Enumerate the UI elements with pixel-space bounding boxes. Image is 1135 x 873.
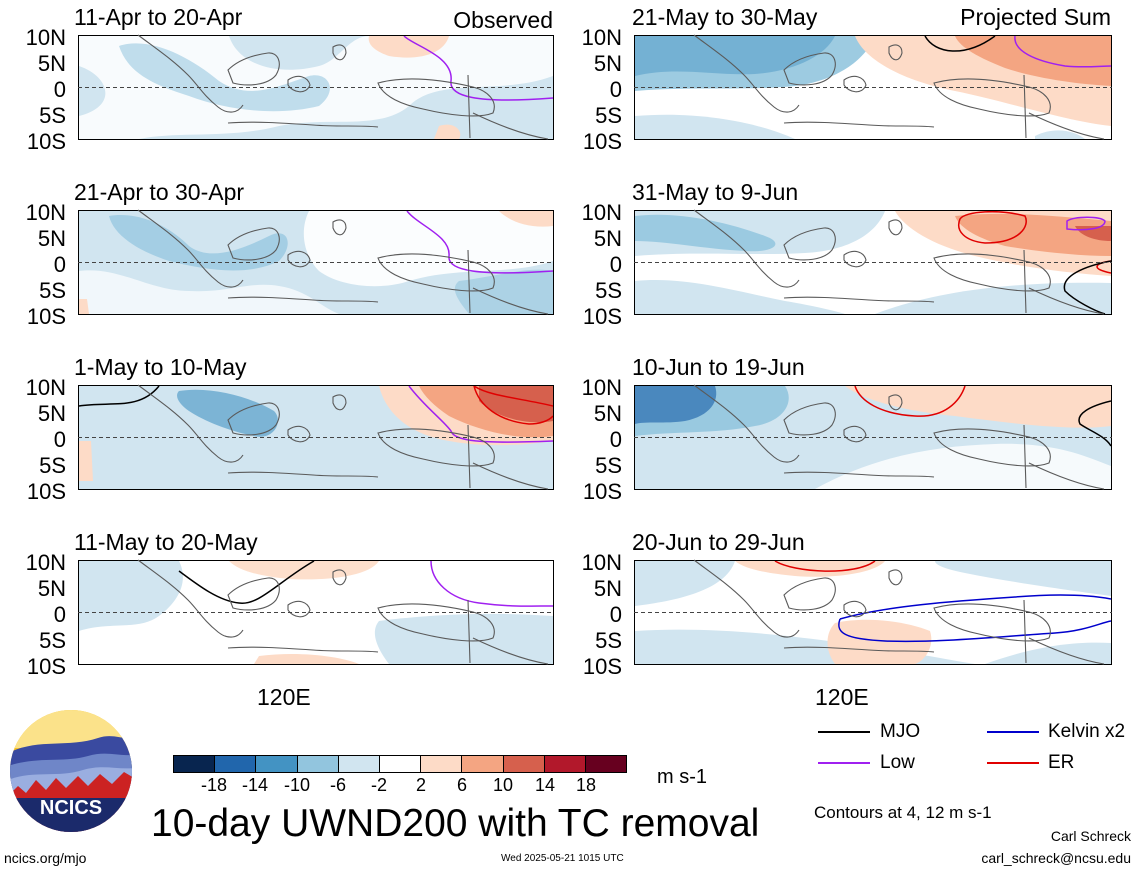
lat-label-5s-4: 5S (39, 628, 66, 653)
lat-label-0-6: 0 (609, 252, 622, 277)
map-panel-5 (634, 35, 1112, 140)
lat-label-10s-2: 10S (26, 304, 66, 329)
lat-label-5s-3: 5S (39, 453, 66, 478)
colorbar-segment (543, 756, 585, 772)
map-panel-7 (634, 385, 1112, 490)
observed-label: Observed (453, 7, 553, 33)
lon-label-left: 120E (257, 684, 311, 710)
lat-label-0-8: 0 (609, 602, 622, 627)
map-panel-3 (78, 385, 554, 490)
colorbar-tick-label: -2 (370, 775, 388, 795)
chart-title: 10-day UWND200 with TC removal (151, 802, 760, 845)
colorbar-segment (255, 756, 297, 772)
lat-label-5s-8: 5S (595, 628, 622, 653)
colorbar-tick-label: 6 (456, 775, 468, 795)
timestamp: Wed 2025-05-21 1015 UTC (501, 853, 624, 864)
lat-label-0-4: 0 (53, 602, 66, 627)
lat-label-5n-6: 5N (593, 226, 622, 251)
legend-line-er (987, 762, 1039, 764)
units-label: m s-1 (657, 766, 707, 788)
colorbar-segment (378, 756, 421, 772)
lat-label-10s-7: 10S (582, 479, 622, 504)
lat-label-10n-8: 10N (581, 550, 622, 575)
colorbar-segment (502, 756, 544, 772)
colorbar (173, 755, 627, 773)
lat-label-5s-7: 5S (595, 453, 622, 478)
colorbar-segment (337, 756, 379, 772)
lat-label-10s-8: 10S (582, 654, 622, 679)
panel-title-1: 11-Apr to 20-Apr (74, 4, 243, 30)
panel-title-2: 21-Apr to 30-Apr (74, 179, 245, 205)
lat-label-5s-6: 5S (595, 278, 622, 303)
legend-label-mjo: MJO (880, 721, 921, 742)
lat-label-5n-3: 5N (37, 401, 66, 426)
lat-label-10s-4: 10S (26, 654, 66, 679)
panel-title-3: 1-May to 10-May (74, 354, 247, 380)
lat-label-0-2: 0 (53, 252, 66, 277)
colorbar-segment (420, 756, 462, 772)
lon-label-right: 120E (815, 684, 869, 710)
logo-text: NCICS (40, 797, 102, 819)
lat-label-5n-7: 5N (593, 401, 622, 426)
colorbar-tick-label: -18 (200, 775, 228, 795)
panel-title-4: 11-May to 20-May (74, 529, 258, 555)
site-url: ncics.org/mjo (4, 850, 87, 866)
lat-label-5n-5: 5N (593, 51, 622, 76)
colorbar-segment (296, 756, 338, 772)
panel-title-5: 21-May to 30-May (632, 4, 818, 30)
map-panel-1 (78, 35, 554, 140)
lat-label-5n-4: 5N (37, 576, 66, 601)
lat-label-10s-6: 10S (582, 304, 622, 329)
colorbar-tick-label: -14 (241, 775, 269, 795)
panel-title-6: 31-May to 9-Jun (632, 179, 799, 205)
lat-label-10n-6: 10N (581, 200, 622, 225)
lat-label-0-3: 0 (53, 427, 66, 452)
lat-label-0-1: 0 (53, 77, 66, 102)
colorbar-tick-label: 18 (575, 775, 597, 795)
lat-label-0-5: 0 (609, 77, 622, 102)
author-name: Carl Schreck (1050, 828, 1131, 844)
lat-label-5n-2: 5N (37, 226, 66, 251)
lat-label-10n-4: 10N (25, 550, 66, 575)
map-panel-4 (78, 560, 554, 665)
lat-label-5s-1: 5S (39, 103, 66, 128)
colorbar-tick-label: 2 (415, 775, 427, 795)
lat-label-5n-8: 5N (593, 576, 622, 601)
lat-label-10n-5: 10N (581, 25, 622, 50)
projected-label: Projected Sum (960, 4, 1111, 30)
legend-label-er: ER (1048, 752, 1075, 773)
legend-line-low (818, 762, 870, 764)
colorbar-segment (584, 756, 627, 772)
colorbar-tick-label: -10 (283, 775, 311, 795)
legend-line-kelvin (987, 731, 1039, 733)
colorbar-segment (174, 756, 215, 772)
contour-note: Contours at 4, 12 m s-1 (814, 803, 992, 822)
lat-label-5s-5: 5S (595, 103, 622, 128)
colorbar-segment (214, 756, 256, 772)
colorbar-tick-label: -6 (329, 775, 347, 795)
map-panel-8 (634, 560, 1112, 665)
panel-title-8: 20-Jun to 29-Jun (632, 529, 805, 555)
ncics-logo: NCICS (8, 708, 134, 834)
lat-label-10s-5: 10S (582, 129, 622, 154)
lat-label-10n-1: 10N (25, 25, 66, 50)
lat-label-10s-1: 10S (26, 129, 66, 154)
map-panel-6 (634, 210, 1112, 315)
lat-label-10n-2: 10N (25, 200, 66, 225)
legend-label-kelvin: Kelvin x2 (1048, 721, 1126, 742)
map-panel-2 (78, 210, 554, 315)
lat-label-0-7: 0 (609, 427, 622, 452)
lat-label-10n-3: 10N (25, 375, 66, 400)
lat-label-5n-1: 5N (37, 51, 66, 76)
panel-title-7: 10-Jun to 19-Jun (632, 354, 805, 380)
colorbar-segment (461, 756, 503, 772)
lat-label-10n-7: 10N (581, 375, 622, 400)
colorbar-tick-label: 14 (534, 775, 556, 795)
lat-label-10s-3: 10S (26, 479, 66, 504)
legend-line-mjo (818, 731, 870, 733)
author-email: carl_schreck@ncsu.edu (981, 850, 1131, 866)
colorbar-tick-label: 10 (492, 775, 514, 795)
legend-label-low: Low (880, 752, 915, 773)
lat-label-5s-2: 5S (39, 278, 66, 303)
